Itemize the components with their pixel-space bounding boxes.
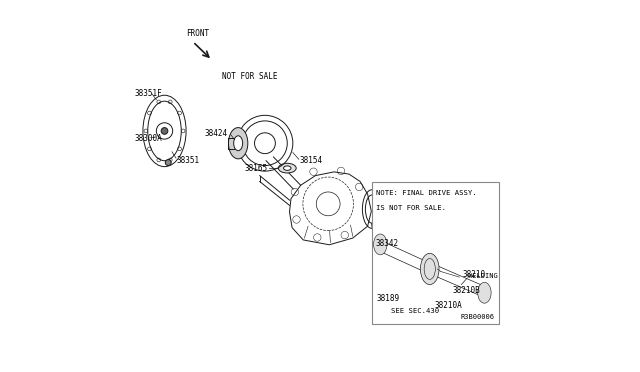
Text: IS NOT FOR SALE.: IS NOT FOR SALE. bbox=[376, 205, 446, 211]
Ellipse shape bbox=[284, 166, 291, 170]
Ellipse shape bbox=[411, 273, 422, 291]
Text: NOT FOR SALE: NOT FOR SALE bbox=[222, 72, 278, 81]
Bar bbox=[372, 182, 499, 324]
Ellipse shape bbox=[374, 234, 387, 255]
Ellipse shape bbox=[404, 263, 429, 301]
Text: 38154: 38154 bbox=[300, 156, 323, 165]
Text: 38351: 38351 bbox=[177, 156, 200, 165]
Ellipse shape bbox=[477, 282, 491, 303]
Text: 38210B: 38210B bbox=[452, 286, 480, 295]
Ellipse shape bbox=[424, 262, 445, 295]
Ellipse shape bbox=[446, 267, 453, 278]
Polygon shape bbox=[289, 172, 371, 245]
Text: NOTE: FINAL DRIVE ASSY.: NOTE: FINAL DRIVE ASSY. bbox=[376, 190, 476, 196]
Text: 38424: 38424 bbox=[204, 129, 227, 138]
Ellipse shape bbox=[391, 267, 401, 283]
Text: FRONT: FRONT bbox=[186, 29, 209, 38]
Ellipse shape bbox=[278, 163, 296, 173]
Ellipse shape bbox=[228, 128, 248, 159]
Text: 38210: 38210 bbox=[462, 270, 485, 279]
Text: 38165: 38165 bbox=[244, 164, 268, 173]
Text: SEE SEC.430: SEE SEC.430 bbox=[392, 308, 440, 314]
Circle shape bbox=[161, 128, 168, 134]
Text: WELDING: WELDING bbox=[468, 273, 498, 279]
Ellipse shape bbox=[431, 272, 438, 285]
Circle shape bbox=[165, 160, 172, 166]
Text: 38351F: 38351F bbox=[135, 89, 163, 98]
Text: 38342: 38342 bbox=[375, 239, 398, 248]
Ellipse shape bbox=[385, 257, 408, 293]
Ellipse shape bbox=[420, 253, 439, 285]
Text: 38189: 38189 bbox=[376, 294, 399, 303]
Text: R3B00006: R3B00006 bbox=[461, 314, 495, 320]
Ellipse shape bbox=[441, 259, 458, 286]
Ellipse shape bbox=[234, 136, 243, 151]
Text: 38300A: 38300A bbox=[135, 134, 163, 143]
Text: 38210A: 38210A bbox=[435, 301, 462, 310]
